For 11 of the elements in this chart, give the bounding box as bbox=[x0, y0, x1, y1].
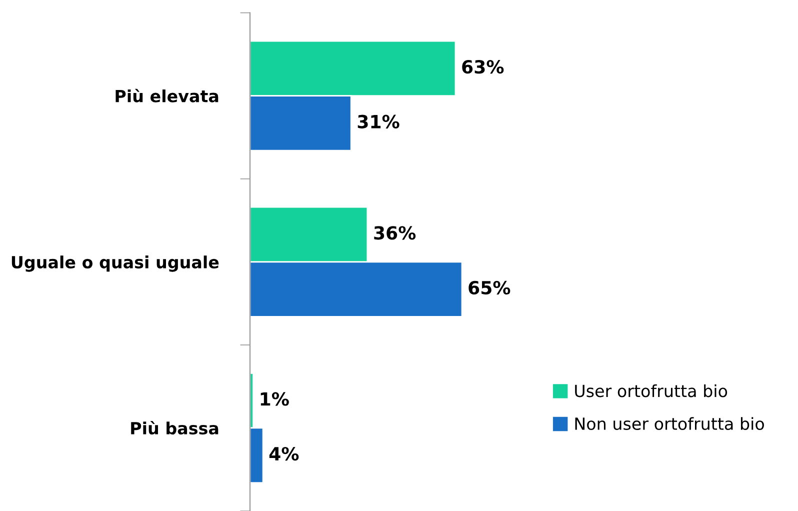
y-tick-label: Uguale o quasi uguale bbox=[12, 256, 219, 272]
data-label: 63% bbox=[462, 60, 504, 74]
data-label: 36% bbox=[374, 226, 416, 240]
data-label: 1% bbox=[260, 392, 289, 406]
y-tick-label: Più elevata bbox=[116, 88, 218, 102]
legend-label: User ortofrutta bio bbox=[575, 384, 728, 398]
data-label: 4% bbox=[269, 446, 299, 461]
data-label: 31% bbox=[358, 114, 400, 128]
legend-label: Non user ortofrutta bio bbox=[575, 417, 764, 430]
data-label: 65% bbox=[468, 280, 510, 295]
y-tick-label: Più bassa bbox=[131, 420, 218, 435]
